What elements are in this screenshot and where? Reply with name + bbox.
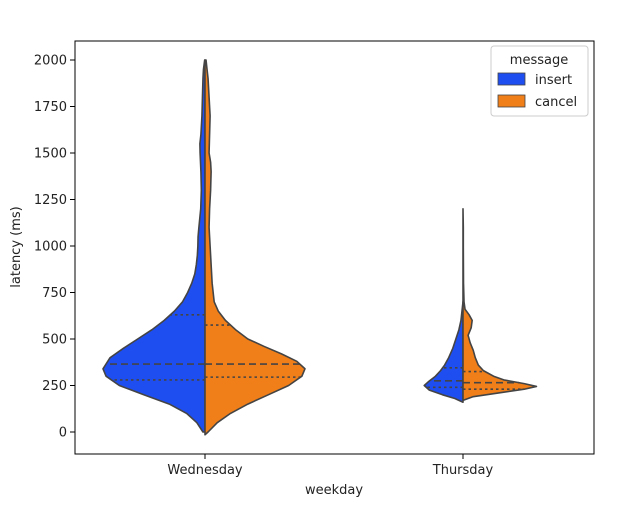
violin-insert-wednesday (102, 59, 206, 433)
y-axis: 0 250 500 750 1000 1250 1500 1750 2000 (34, 54, 75, 441)
y-tick-label-500: 500 (42, 333, 67, 348)
x-axis-label: weekday (305, 483, 363, 498)
legend-entry-insert: insert (535, 73, 572, 88)
legend-title: message (510, 53, 568, 68)
violin-cancel-wednesday (204, 59, 306, 436)
violin-cancel-thursday (462, 208, 538, 402)
legend: message insert cancel (490, 45, 589, 117)
x-tick-label-wednesday: Wednesday (167, 463, 243, 478)
x-tick-label-thursday: Thursday (432, 463, 494, 478)
legend-swatch-insert (497, 72, 526, 86)
y-tick-label-750: 750 (42, 286, 67, 301)
y-tick-label-1750: 1750 (34, 100, 67, 115)
plot-area (102, 59, 538, 436)
y-tick-label-1500: 1500 (34, 147, 67, 162)
y-tick-label-1250: 1250 (34, 193, 67, 208)
y-axis-label: latency (ms) (9, 206, 24, 287)
x-axis: Wednesday Thursday (167, 454, 494, 478)
violin-insert-thursday (423, 301, 464, 404)
plot-frame (74, 40, 595, 455)
y-tick-label-1000: 1000 (34, 240, 67, 255)
legend-swatch-cancel (497, 94, 526, 108)
y-tick-label-0: 0 (59, 426, 67, 441)
y-tick-label-250: 250 (42, 379, 67, 394)
y-tick-label-2000: 2000 (34, 54, 67, 69)
legend-entry-cancel: cancel (535, 95, 577, 110)
